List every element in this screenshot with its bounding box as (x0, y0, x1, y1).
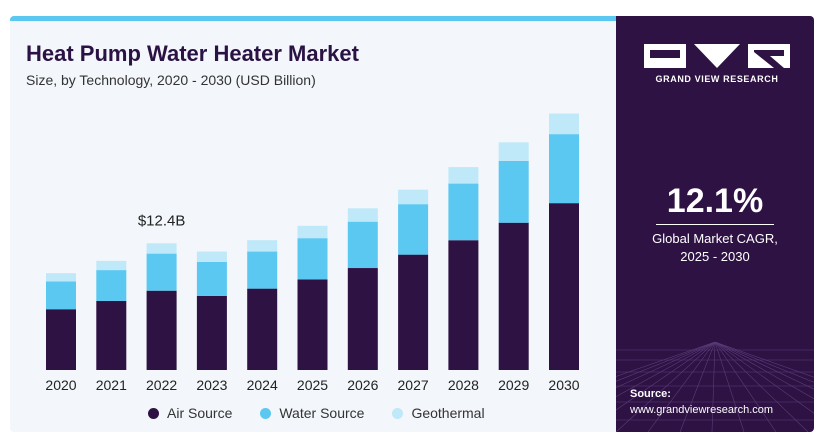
legend-label: Water Source (279, 405, 365, 421)
bar-air-source-2025 (297, 279, 328, 370)
bar-water-source-2024 (247, 251, 278, 289)
bar-chart: 2020 2021 2022 2023 2024 2025 2026 2027 2028 2029… (45, 113, 580, 393)
legend-swatch (260, 407, 272, 419)
bar-air-source-2020 (46, 309, 76, 370)
bar-geothermal-2023 (196, 251, 227, 262)
x-tick-label: 2029 (498, 377, 529, 393)
legend-item-water-source: Water Source (260, 405, 364, 421)
x-tick-label: 2024 (247, 377, 278, 393)
x-tick-label: 2022 (146, 377, 177, 393)
x-tick-label: 2027 (398, 377, 429, 393)
source-label: Source: (630, 388, 671, 400)
bar-water-source-2025 (297, 238, 328, 280)
chart-legend: Air Source Water Source Geothermal (148, 405, 485, 421)
cagr-divider (656, 224, 774, 225)
bar-air-source-2021 (96, 300, 127, 370)
bar-geothermal-2029 (498, 142, 529, 161)
cagr-label-line2: 2025 - 2030 (680, 249, 750, 264)
x-tick-label: 2023 (196, 377, 227, 393)
brand-panel: GRAND VIEW RESEARCH 12.1% Global Market … (616, 16, 814, 432)
bar-air-source-2024 (247, 288, 278, 370)
bar-air-source-2027 (398, 254, 429, 370)
x-tick-label: 2021 (96, 377, 127, 393)
bar-water-source-2026 (347, 221, 378, 269)
bar-air-source-2029 (498, 222, 529, 370)
bar-water-source-2022 (146, 253, 177, 291)
bar-water-source-2020 (46, 281, 76, 310)
chart-subtitle: Size, by Technology, 2020 - 2030 (USD Bi… (26, 72, 316, 88)
gvr-logo-icon (644, 44, 790, 68)
cagr-value: 12.1% (666, 182, 764, 220)
bar-geothermal-2026 (347, 208, 378, 222)
bar-air-source-2026 (347, 268, 378, 370)
chart-title: Heat Pump Water Heater Market (26, 41, 359, 66)
bar-geothermal-2025 (297, 225, 328, 239)
legend-swatch (392, 407, 404, 419)
legend-label: Air Source (167, 405, 233, 421)
bar-geothermal-2021 (96, 260, 127, 271)
infographic-card: Heat Pump Water Heater Market Size, by T… (10, 16, 814, 432)
legend-item-geothermal: Geothermal (392, 405, 485, 421)
grid-decoration (616, 342, 814, 432)
bar-geothermal-2022 (146, 243, 177, 254)
bar-geothermal-2020 (46, 273, 76, 282)
cagr-label: Global Market CAGR, 2025 - 2030 (616, 230, 814, 266)
bar-water-source-2028 (448, 183, 479, 241)
bar-water-source-2029 (498, 160, 529, 223)
cagr-label-line1: Global Market CAGR, (652, 231, 778, 246)
legend-item-air-source: Air Source (148, 405, 232, 421)
data-label-annotation: $12.4B (138, 212, 186, 229)
bar-geothermal-2024 (247, 240, 278, 252)
source-link[interactable]: www.grandviewresearch.com (630, 404, 774, 416)
x-tick-label: 2030 (548, 377, 579, 393)
bar-water-source-2023 (196, 261, 227, 296)
bar-geothermal-2030 (549, 113, 579, 135)
bar-air-source-2028 (448, 240, 479, 370)
x-tick-label: 2020 (45, 377, 76, 393)
bar-air-source-2023 (196, 295, 227, 370)
legend-label: Geothermal (411, 405, 485, 421)
bar-air-source-2030 (549, 203, 579, 370)
bar-air-source-2022 (146, 290, 177, 370)
x-tick-label: 2028 (448, 377, 479, 393)
bar-water-source-2021 (96, 270, 127, 301)
x-tick-label: 2026 (347, 377, 378, 393)
bar-geothermal-2028 (448, 167, 479, 184)
brand-name: GRAND VIEW RESEARCH (655, 74, 779, 84)
legend-swatch (148, 407, 159, 419)
bar-geothermal-2027 (398, 189, 429, 205)
bar-water-source-2027 (398, 204, 429, 255)
bar-water-source-2030 (549, 134, 579, 204)
chart-panel: Heat Pump Water Heater Market Size, by T… (10, 16, 616, 432)
x-tick-label: 2025 (297, 377, 328, 393)
